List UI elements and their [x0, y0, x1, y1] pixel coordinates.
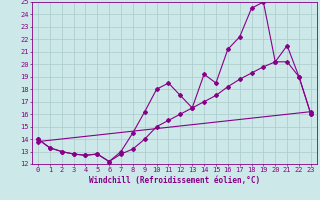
X-axis label: Windchill (Refroidissement éolien,°C): Windchill (Refroidissement éolien,°C) [89, 176, 260, 185]
